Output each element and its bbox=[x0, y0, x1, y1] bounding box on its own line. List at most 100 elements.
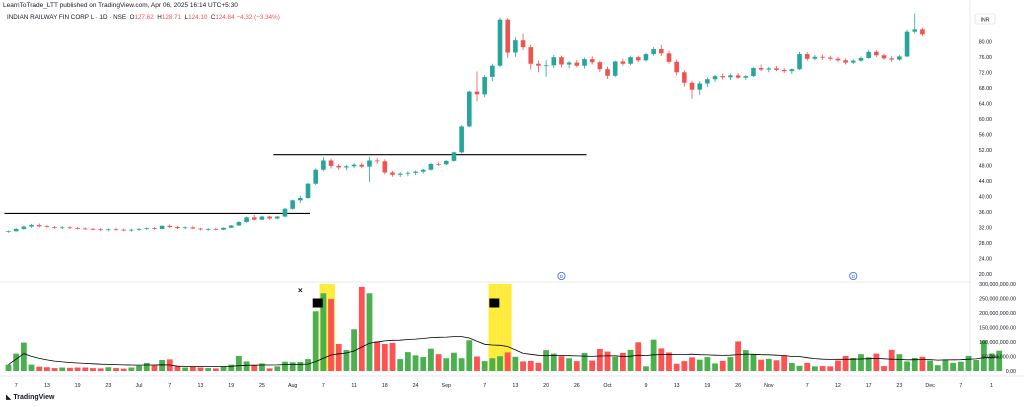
volume-bar[interactable] bbox=[458, 358, 465, 371]
candle[interactable] bbox=[689, 80, 695, 99]
volume-bar[interactable] bbox=[719, 360, 726, 371]
volume-bar[interactable] bbox=[251, 365, 258, 371]
volume-bar[interactable] bbox=[59, 367, 66, 371]
volume-bar[interactable] bbox=[765, 358, 772, 371]
candle[interactable] bbox=[451, 151, 457, 162]
candle[interactable] bbox=[804, 52, 810, 61]
dividend-marker[interactable]: D bbox=[849, 271, 858, 280]
volume-bar[interactable] bbox=[819, 366, 826, 371]
candle[interactable] bbox=[666, 50, 672, 64]
volume-bar[interactable] bbox=[474, 356, 480, 372]
volume-bar[interactable] bbox=[742, 350, 749, 371]
candle[interactable] bbox=[106, 228, 111, 232]
candle[interactable] bbox=[789, 68, 795, 75]
candle[interactable] bbox=[889, 56, 894, 62]
volume-bar[interactable] bbox=[758, 359, 765, 371]
volume-bar[interactable] bbox=[289, 362, 296, 371]
volume-bar[interactable] bbox=[896, 354, 903, 371]
volume-bar[interactable] bbox=[212, 368, 219, 371]
candle[interactable] bbox=[605, 66, 610, 79]
candle[interactable] bbox=[589, 56, 595, 65]
volume-bar[interactable] bbox=[481, 361, 488, 371]
volume-bar[interactable] bbox=[858, 354, 864, 371]
candle[interactable] bbox=[728, 73, 733, 81]
volume-bar[interactable] bbox=[67, 367, 73, 371]
volume-bar[interactable] bbox=[704, 357, 711, 371]
candle[interactable] bbox=[75, 227, 80, 230]
candle[interactable] bbox=[712, 74, 718, 82]
candle[interactable] bbox=[505, 18, 510, 58]
candle[interactable] bbox=[835, 56, 841, 62]
candle[interactable] bbox=[566, 61, 572, 69]
candle[interactable] bbox=[536, 60, 541, 73]
candle[interactable] bbox=[144, 227, 150, 231]
volume-bar[interactable] bbox=[589, 360, 596, 371]
volume-bar[interactable] bbox=[381, 344, 388, 371]
candle[interactable] bbox=[912, 13, 918, 34]
volume-bar[interactable] bbox=[696, 359, 703, 371]
volume-bar[interactable] bbox=[351, 329, 357, 371]
candle[interactable] bbox=[459, 125, 464, 154]
volume-bar[interactable] bbox=[297, 362, 304, 371]
volume-bar[interactable] bbox=[259, 363, 265, 371]
volume-bar[interactable] bbox=[919, 356, 926, 371]
volume-bar[interactable] bbox=[397, 359, 404, 371]
volume-bar[interactable] bbox=[236, 355, 242, 371]
candle[interactable] bbox=[390, 170, 395, 177]
volume-bar[interactable] bbox=[934, 365, 941, 371]
volume-bar[interactable] bbox=[497, 356, 503, 371]
candle[interactable] bbox=[920, 27, 925, 37]
candle[interactable] bbox=[781, 68, 787, 74]
candle[interactable] bbox=[221, 227, 226, 231]
volume-bar[interactable] bbox=[612, 356, 619, 371]
volume-bar[interactable] bbox=[635, 342, 642, 371]
volume-bar[interactable] bbox=[827, 366, 834, 371]
candle[interactable] bbox=[98, 228, 103, 231]
candle[interactable] bbox=[36, 223, 42, 228]
volume-bar[interactable] bbox=[650, 339, 657, 371]
volume-bar[interactable] bbox=[643, 366, 649, 371]
volume-bar[interactable] bbox=[911, 357, 918, 371]
candle[interactable] bbox=[267, 215, 272, 220]
candle[interactable] bbox=[359, 162, 365, 169]
candle[interactable] bbox=[812, 54, 818, 61]
volume-bar[interactable] bbox=[604, 351, 611, 371]
candle[interactable] bbox=[482, 74, 487, 98]
candle[interactable] bbox=[720, 73, 726, 80]
candle[interactable] bbox=[136, 228, 142, 231]
candle[interactable] bbox=[52, 225, 57, 229]
volume-bar[interactable] bbox=[527, 360, 534, 371]
candle[interactable] bbox=[21, 225, 27, 230]
volume-bar[interactable] bbox=[220, 366, 227, 371]
volume-bar[interactable] bbox=[996, 350, 1003, 371]
candle[interactable] bbox=[651, 47, 656, 56]
volume-bar[interactable] bbox=[804, 362, 811, 371]
candle[interactable] bbox=[820, 54, 825, 60]
candle[interactable] bbox=[344, 164, 349, 171]
candle[interactable] bbox=[612, 60, 618, 77]
volume-bar[interactable] bbox=[404, 352, 411, 371]
candle[interactable] bbox=[735, 73, 741, 79]
volume-bar[interactable] bbox=[904, 361, 910, 371]
volume-bar[interactable] bbox=[44, 367, 50, 371]
volume-bar[interactable] bbox=[28, 364, 35, 371]
volume-bar[interactable] bbox=[712, 363, 718, 371]
volume-bar[interactable] bbox=[374, 341, 381, 371]
candle[interactable] bbox=[244, 216, 249, 223]
volume-bar[interactable] bbox=[282, 361, 288, 371]
volume-bar[interactable] bbox=[105, 367, 112, 371]
candle[interactable] bbox=[551, 54, 557, 69]
volume-bar[interactable] bbox=[566, 358, 573, 371]
candle[interactable] bbox=[705, 77, 710, 87]
dividend-marker[interactable]: D bbox=[557, 271, 566, 280]
volume-bar[interactable] bbox=[957, 361, 964, 371]
volume-bar[interactable] bbox=[320, 293, 327, 371]
candle[interactable] bbox=[67, 226, 73, 229]
candle[interactable] bbox=[827, 55, 833, 61]
volume-bar[interactable] bbox=[174, 366, 181, 371]
volume-bar[interactable] bbox=[558, 356, 565, 371]
candle[interactable] bbox=[881, 53, 887, 60]
candle[interactable] bbox=[90, 227, 96, 231]
volume-bar[interactable] bbox=[512, 356, 519, 371]
volume-bar[interactable] bbox=[596, 348, 603, 371]
